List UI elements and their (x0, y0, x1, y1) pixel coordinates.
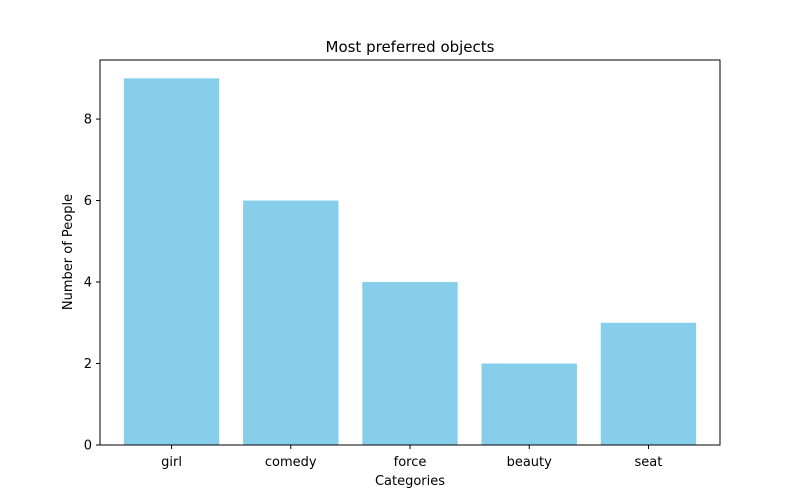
y-axis-label: Number of People (61, 194, 76, 310)
bar-comedy (243, 201, 338, 445)
y-tick-label: 4 (84, 276, 92, 291)
bar-beauty (482, 364, 577, 445)
y-tick-label: 0 (84, 439, 92, 454)
chart-title: Most preferred objects (326, 38, 495, 56)
bar-force (362, 282, 457, 445)
x-tick-label: force (394, 455, 427, 470)
y-tick-label: 8 (84, 113, 92, 128)
bars-group (124, 78, 696, 445)
x-tick-label: seat (635, 455, 663, 470)
x-axis-label: Categories (375, 474, 445, 489)
y-tick-label: 2 (84, 357, 92, 372)
y-tick-label: 6 (84, 194, 92, 209)
x-tick-label: comedy (265, 455, 317, 470)
x-tick-label: girl (161, 455, 182, 470)
x-axis-ticks: girl comedy force beauty seat (161, 445, 662, 470)
bar-seat (601, 323, 696, 445)
x-tick-label: beauty (507, 455, 553, 470)
bar-girl (124, 78, 219, 445)
y-axis-ticks: 0 2 4 6 8 (84, 113, 100, 454)
